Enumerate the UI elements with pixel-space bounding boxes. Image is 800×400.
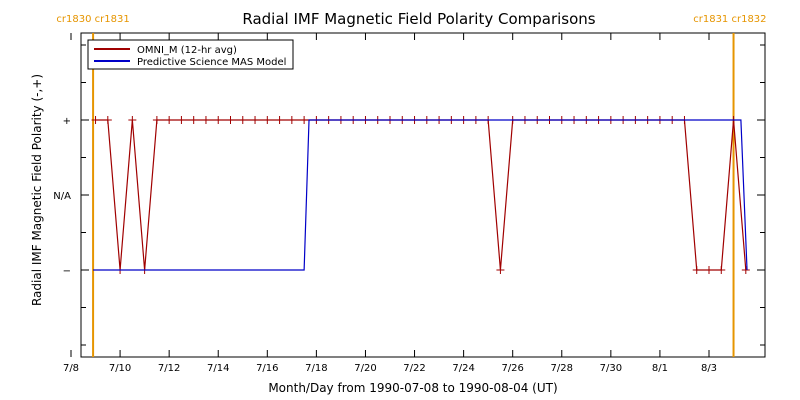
x-tick-label: 8/3	[701, 363, 717, 374]
carrington-marker-label: cr1831 cr1832	[693, 14, 766, 25]
x-tick-label: 8/1	[652, 363, 668, 374]
data-point	[275, 116, 284, 124]
data-point	[263, 116, 272, 124]
x-tick-label: 7/22	[403, 363, 425, 374]
data-point	[287, 116, 296, 124]
x-tick-label: 7/18	[305, 363, 327, 374]
x-tick-label: 7/14	[207, 363, 229, 374]
data-point	[251, 116, 260, 124]
y-tick-label: −	[63, 266, 71, 277]
data-point	[226, 116, 235, 124]
data-point	[705, 266, 713, 274]
x-tick-label: 7/26	[501, 363, 523, 374]
x-tick-label: 7/24	[452, 363, 474, 374]
data-point	[238, 116, 247, 124]
x-tick-label: 7/28	[551, 363, 573, 374]
data-point	[91, 116, 100, 124]
legend-box	[87, 39, 294, 70]
x-tick-label: 7/16	[256, 363, 278, 374]
carrington-marker-label: cr1830 cr1831	[56, 14, 129, 25]
data-point	[152, 116, 161, 124]
x-tick-label: 7/30	[600, 363, 622, 374]
data-point	[692, 266, 701, 274]
data-point	[165, 116, 174, 124]
data-point	[177, 116, 186, 124]
legend-label: Predictive Science MAS Model	[137, 57, 286, 68]
legend-label: OMNI_M (12-hr avg)	[137, 45, 237, 56]
data-point	[128, 116, 137, 124]
x-tick-label: 7/20	[354, 363, 376, 374]
data-point	[214, 116, 223, 124]
data-point	[496, 266, 505, 274]
y-tick-label: N/A	[53, 191, 71, 202]
data-point	[201, 116, 210, 124]
data-point	[717, 266, 726, 274]
plot-frame	[80, 32, 766, 358]
series-line	[93, 119, 748, 271]
x-tick-label: 7/10	[109, 363, 131, 374]
chart-title: Radial IMF Magnetic Field Polarity Compa…	[242, 10, 595, 28]
x-tick-label: 7/12	[158, 363, 180, 374]
data-point	[300, 116, 309, 124]
data-point	[103, 116, 112, 124]
data-point	[741, 266, 750, 274]
y-tick-label: +	[63, 116, 71, 127]
y-axis-label: Radial IMF Magnetic Field Polarity (-,+)	[30, 74, 44, 306]
x-tick-label: 7/8	[63, 363, 79, 374]
series-line	[95, 119, 747, 271]
x-axis-label: Month/Day from 1990-07-08 to 1990-08-04 …	[268, 381, 557, 395]
data-point	[189, 116, 198, 124]
